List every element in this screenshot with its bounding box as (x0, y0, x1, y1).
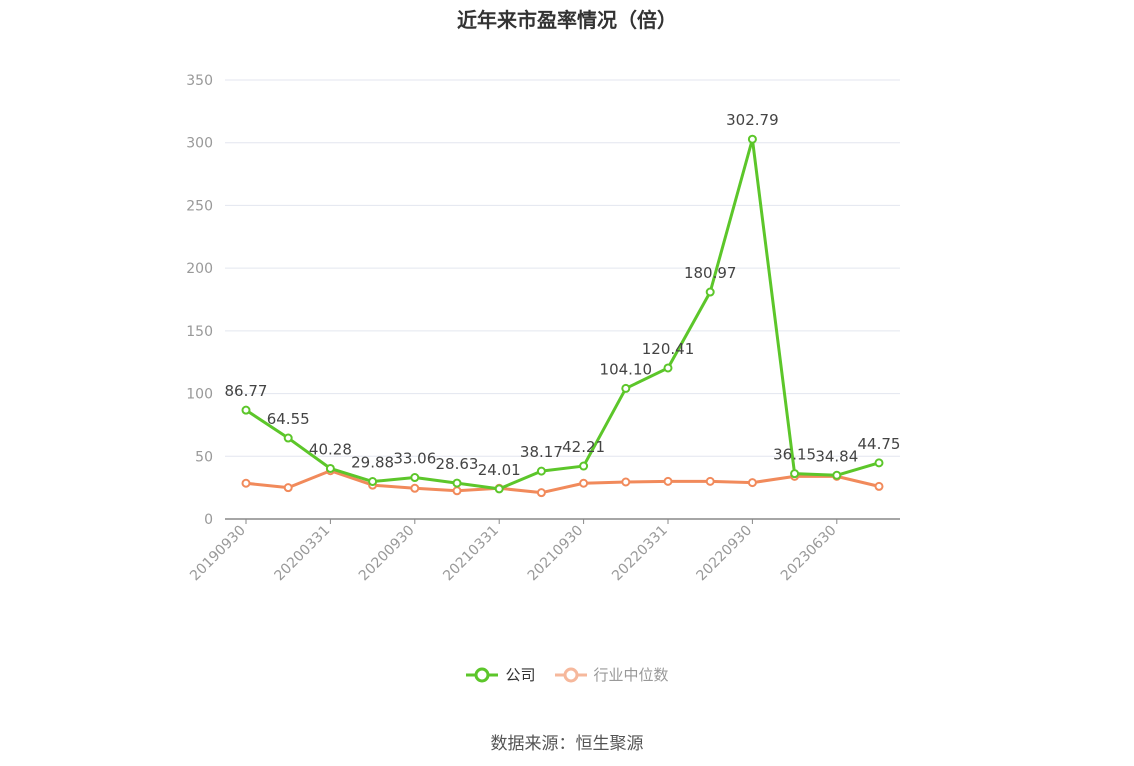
axes: 0 50 100 150 200 250 300 350 20190930 20200331 202… (186, 73, 900, 584)
company-data-point (747, 134, 757, 144)
industry-data-point (663, 476, 673, 486)
grid-lines (225, 79, 900, 457)
data-label: 38.17 (520, 443, 563, 461)
y-tick-label: 250 (186, 198, 213, 214)
industry-data-point (452, 486, 462, 496)
y-tick-label: 100 (186, 387, 213, 403)
legend-item-industry[interactable]: 行业中位数 (554, 664, 669, 685)
data-label: 180.97 (684, 264, 737, 282)
company-data-point (494, 484, 504, 494)
data-label: 34.84 (815, 447, 858, 465)
data-label: 42.21 (562, 438, 605, 456)
industry-data-point (705, 476, 715, 486)
chart-title: 近年来市盈率情况（倍） (457, 8, 677, 32)
x-tick-label: 20220930 (694, 523, 756, 585)
company-data-point (621, 383, 631, 393)
y-tick-label: 200 (186, 261, 213, 277)
data-label: 36.15 (773, 446, 816, 464)
data-label: 24.01 (478, 461, 521, 479)
company-data-point (874, 458, 884, 468)
y-tick-label: 150 (186, 324, 213, 340)
industry-data-point (410, 483, 420, 493)
legend: 公司 行业中位数 (0, 664, 1134, 685)
industry-data-point (579, 478, 589, 488)
industry-data-point (874, 481, 884, 491)
industry-series-line (245, 469, 880, 495)
legend-industry-marker-icon (554, 667, 587, 682)
x-tick-label: 20200331 (272, 523, 334, 585)
industry-data-point (283, 483, 293, 493)
x-tick-label: 20210331 (440, 523, 502, 585)
industry-data-point (621, 477, 631, 487)
x-tick-label: 20210930 (525, 523, 587, 585)
data-label: 33.06 (393, 450, 436, 468)
legend-company-label: 公司 (505, 666, 536, 684)
y-tick-label: 350 (186, 73, 213, 89)
y-tick-label: 300 (186, 136, 213, 152)
company-series-line (245, 137, 880, 491)
company-data-point (579, 461, 589, 471)
x-tick-label: 20190930 (187, 523, 249, 585)
x-tick-label: 20200930 (356, 523, 418, 585)
company-data-point (705, 287, 715, 297)
company-data-point (536, 466, 546, 476)
legend-item-company[interactable]: 公司 (465, 664, 536, 685)
data-label: 104.10 (600, 360, 653, 378)
data-label: 28.63 (436, 455, 479, 473)
company-data-point (410, 473, 420, 483)
data-label: 44.75 (858, 435, 901, 453)
x-tick-label: 20230630 (778, 523, 840, 585)
x-tick-label: 20220331 (609, 523, 671, 585)
company-data-point (663, 363, 673, 373)
company-data-point (790, 469, 800, 479)
y-tick-label: 0 (204, 512, 213, 528)
data-label: 64.55 (267, 410, 310, 428)
industry-data-point (536, 488, 546, 498)
y-tick-label: 50 (195, 449, 213, 465)
legend-company-marker-icon (466, 667, 499, 682)
data-source-note: 数据来源：恒生聚源 (490, 734, 644, 754)
company-data-point (283, 433, 293, 443)
legend-industry-label: 行业中位数 (593, 666, 669, 684)
company-data-point (241, 405, 251, 415)
data-label: 86.77 (225, 382, 268, 400)
company-data-point (368, 477, 378, 487)
company-data-point (452, 478, 462, 488)
company-data-point (325, 463, 335, 473)
industry-data-point (747, 478, 757, 488)
industry-data-point (241, 478, 251, 488)
data-label: 120.41 (642, 340, 695, 358)
data-label: 29.88 (351, 454, 394, 472)
data-label: 40.28 (309, 440, 352, 458)
data-label: 302.79 (726, 111, 779, 129)
company-data-point (832, 470, 842, 480)
series-lines (241, 134, 884, 498)
